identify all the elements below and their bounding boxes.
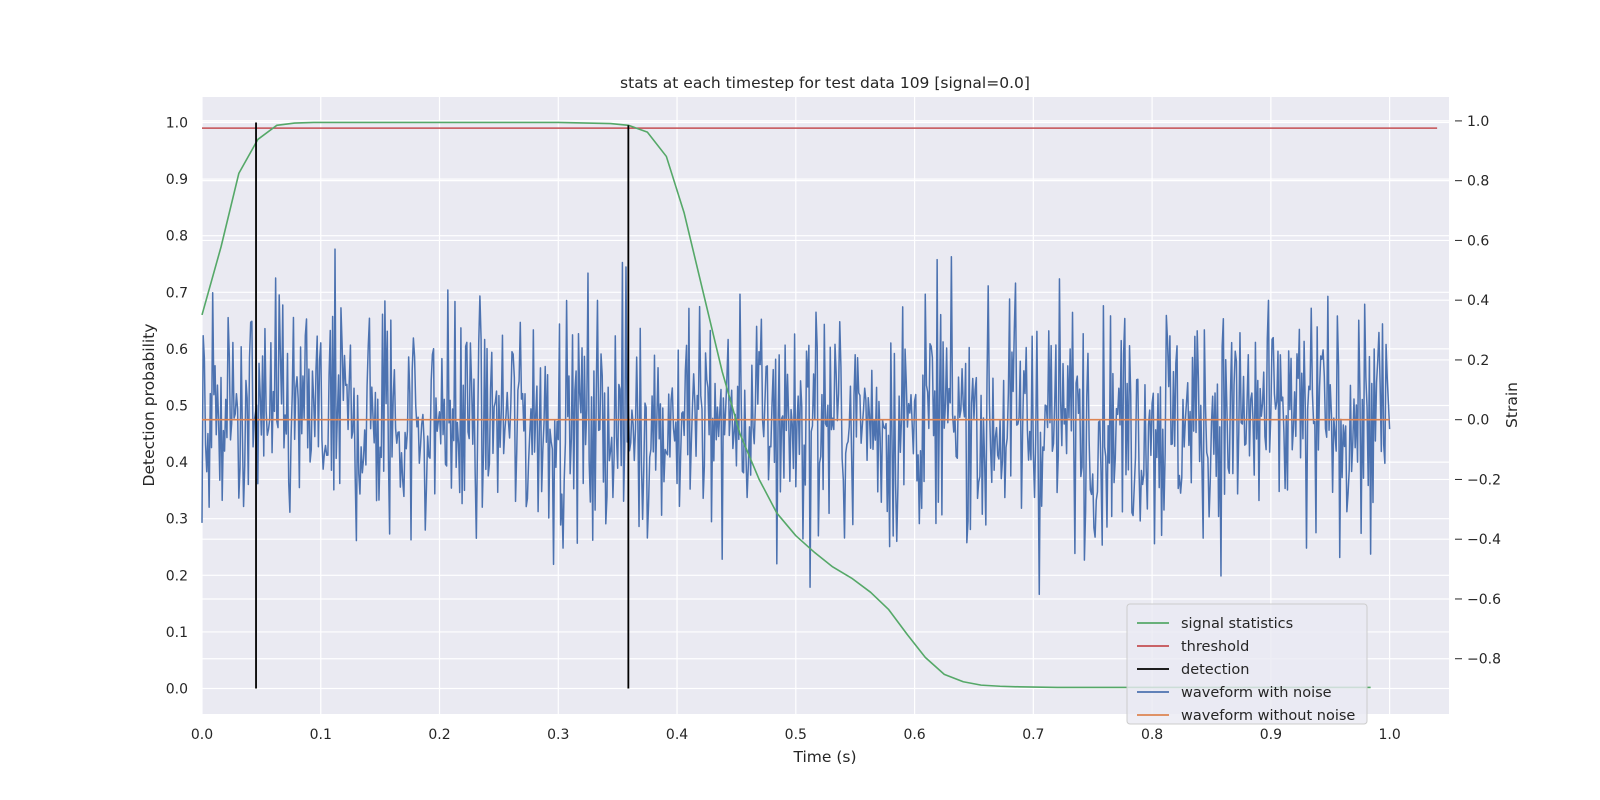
- y-tick-label: 0.5: [166, 399, 188, 415]
- x-tick-label: 0.3: [547, 727, 569, 743]
- y-tick-label: 0.0: [166, 682, 188, 698]
- y2-tick-label: −0.2: [1467, 472, 1501, 488]
- x-tick-label: 0.9: [1260, 727, 1282, 743]
- y2-tick-label: −0.4: [1467, 532, 1501, 548]
- y-tick-label: 0.6: [166, 342, 188, 358]
- y-tick-label: 0.9: [166, 172, 188, 188]
- y2-tick-label: 0.0: [1467, 413, 1489, 429]
- x-tick-label: 0.0: [191, 727, 213, 743]
- y-tick-label: 0.4: [166, 455, 188, 471]
- y-tick-label: 0.7: [166, 285, 188, 301]
- y-tick-label: 1.0: [166, 115, 188, 131]
- x-tick-label: 0.7: [1022, 727, 1044, 743]
- legend-label: waveform with noise: [1181, 685, 1332, 701]
- y2-tick-label: −0.8: [1467, 652, 1501, 668]
- legend-label: threshold: [1181, 639, 1249, 655]
- x-axis-label: Time (s): [792, 748, 856, 766]
- legend-label: detection: [1181, 662, 1249, 678]
- series-layer: [201, 121, 1438, 689]
- y2-tick-label: −0.6: [1467, 592, 1501, 608]
- y2-tick-label: 0.6: [1467, 233, 1489, 249]
- y2-tick-label: 0.8: [1467, 174, 1489, 190]
- legend: signal statistics threshold detection wavef…: [1126, 603, 1368, 725]
- y2-tick-label: 0.4: [1467, 293, 1489, 309]
- y-tick-label: 0.1: [166, 625, 188, 641]
- y2-tick-label: 1.0: [1467, 114, 1489, 130]
- x-tick-label: 0.1: [310, 727, 332, 743]
- chart-title: stats at each timestep for test data 109…: [620, 74, 1030, 92]
- y-tick-label: 0.2: [166, 568, 188, 584]
- y2-axis-label: Strain: [1503, 382, 1521, 428]
- y-tick-label: 0.3: [166, 512, 188, 528]
- x-tick-label: 0.5: [785, 727, 807, 743]
- x-tick-label: 0.4: [666, 727, 688, 743]
- ticks: 0.0 0.1 0.2 0.3 0.4 0.5 0.6 0.7 0.8 0.9 1.0 0.0 0.1 0…: [166, 114, 1501, 743]
- legend-box: [1126, 603, 1368, 725]
- y2-tick-label: 0.2: [1467, 353, 1489, 369]
- x-tick-label: 0.6: [903, 727, 925, 743]
- x-tick-label: 1.0: [1378, 727, 1400, 743]
- waveform-with-noise-line: [201, 248, 1391, 596]
- signal-statistics-line: [201, 121, 1371, 689]
- legend-label: signal statistics: [1181, 616, 1293, 632]
- y-tick-label: 0.8: [166, 229, 188, 245]
- y-axis-label: Detection probability: [140, 324, 158, 487]
- x-tick-label: 0.2: [428, 727, 450, 743]
- x-tick-label: 0.8: [1141, 727, 1163, 743]
- legend-label: waveform without noise: [1181, 708, 1355, 724]
